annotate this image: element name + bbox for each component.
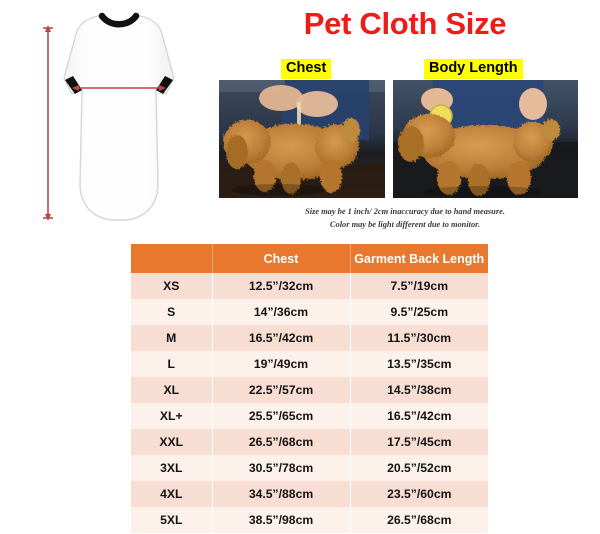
chest-measure-arrow xyxy=(72,85,166,91)
cell-chest: 38.5”/98cm xyxy=(212,507,351,533)
cell-size: 5XL xyxy=(131,507,213,533)
cell-chest: 25.5”/65cm xyxy=(212,403,351,429)
cell-size: XL+ xyxy=(131,403,213,429)
table-row: 4XL 34.5”/88cm 23.5”/60cm xyxy=(131,481,488,507)
table-row: XL+ 25.5”/65cm 16.5”/42cm xyxy=(131,403,488,429)
label-chest: Chest xyxy=(281,59,332,79)
disclaimer: Size may be 1 inch/ 2cm inaccuracy due t… xyxy=(250,206,560,231)
cell-chest: 19”/49cm xyxy=(212,351,351,377)
neck-trim xyxy=(98,12,140,28)
disclaimer-line-1: Size may be 1 inch/ 2cm inaccuracy due t… xyxy=(305,207,505,216)
cell-back-length: 26.5”/68cm xyxy=(350,507,488,533)
cell-back-length: 20.5”/52cm xyxy=(350,455,488,481)
cell-chest: 16.5”/42cm xyxy=(212,325,351,351)
cell-back-length: 23.5”/60cm xyxy=(350,481,488,507)
table-row: XXL 26.5”/68cm 17.5”/45cm xyxy=(131,429,488,455)
label-body-length: Body Length xyxy=(424,59,523,79)
shirt-body xyxy=(63,14,175,221)
cell-size: L xyxy=(131,351,213,377)
cell-chest: 14”/36cm xyxy=(212,299,351,325)
photo-body-length-measurement xyxy=(393,80,578,198)
cell-size: XXL xyxy=(131,429,213,455)
tshirt-illustration xyxy=(43,12,175,221)
cell-back-length: 16.5”/42cm xyxy=(350,403,488,429)
table-row: XS 12.5”/32cm 7.5”/19cm xyxy=(131,273,488,299)
size-chart-table: Chest Garment Back Length XS 12.5”/32cm 7.… xyxy=(131,244,488,533)
cell-back-length: 11.5”/30cm xyxy=(350,325,488,351)
cell-size: 4XL xyxy=(131,481,213,507)
cell-chest: 26.5”/68cm xyxy=(212,429,351,455)
table-header-row: Chest Garment Back Length xyxy=(131,244,488,273)
cell-size: XS xyxy=(131,273,213,299)
photo-chest-measurement xyxy=(219,80,385,198)
cell-size: M xyxy=(131,325,213,351)
cell-back-length: 13.5”/35cm xyxy=(350,351,488,377)
cell-size: S xyxy=(131,299,213,325)
table-row: XL 22.5”/57cm 14.5”/38cm xyxy=(131,377,488,403)
cell-back-length: 17.5”/45cm xyxy=(350,429,488,455)
cell-size: XL xyxy=(131,377,213,403)
cell-back-length: 14.5”/38cm xyxy=(350,377,488,403)
cell-chest: 30.5”/78cm xyxy=(212,455,351,481)
table-row: M 16.5”/42cm 11.5”/30cm xyxy=(131,325,488,351)
body-length-measure-arrow xyxy=(43,25,53,221)
table-row: S 14”/36cm 9.5”/25cm xyxy=(131,299,488,325)
header-size xyxy=(131,244,213,273)
header-back-length: Garment Back Length xyxy=(350,244,488,273)
table-row: 3XL 30.5”/78cm 20.5”/52cm xyxy=(131,455,488,481)
cell-back-length: 7.5”/19cm xyxy=(350,273,488,299)
cell-back-length: 9.5”/25cm xyxy=(350,299,488,325)
table-row: 5XL 38.5”/98cm 26.5”/68cm xyxy=(131,507,488,533)
cell-chest: 34.5”/88cm xyxy=(212,481,351,507)
cell-chest: 12.5”/32cm xyxy=(212,273,351,299)
cell-size: 3XL xyxy=(131,455,213,481)
page-title: Pet Cloth Size xyxy=(303,6,507,41)
header-chest: Chest xyxy=(212,244,351,273)
table-row: L 19”/49cm 13.5”/35cm xyxy=(131,351,488,377)
pet-tshirt-diagram xyxy=(18,4,218,236)
cell-chest: 22.5”/57cm xyxy=(212,377,351,403)
disclaimer-line-2: Color may be light different due to moni… xyxy=(329,219,481,229)
